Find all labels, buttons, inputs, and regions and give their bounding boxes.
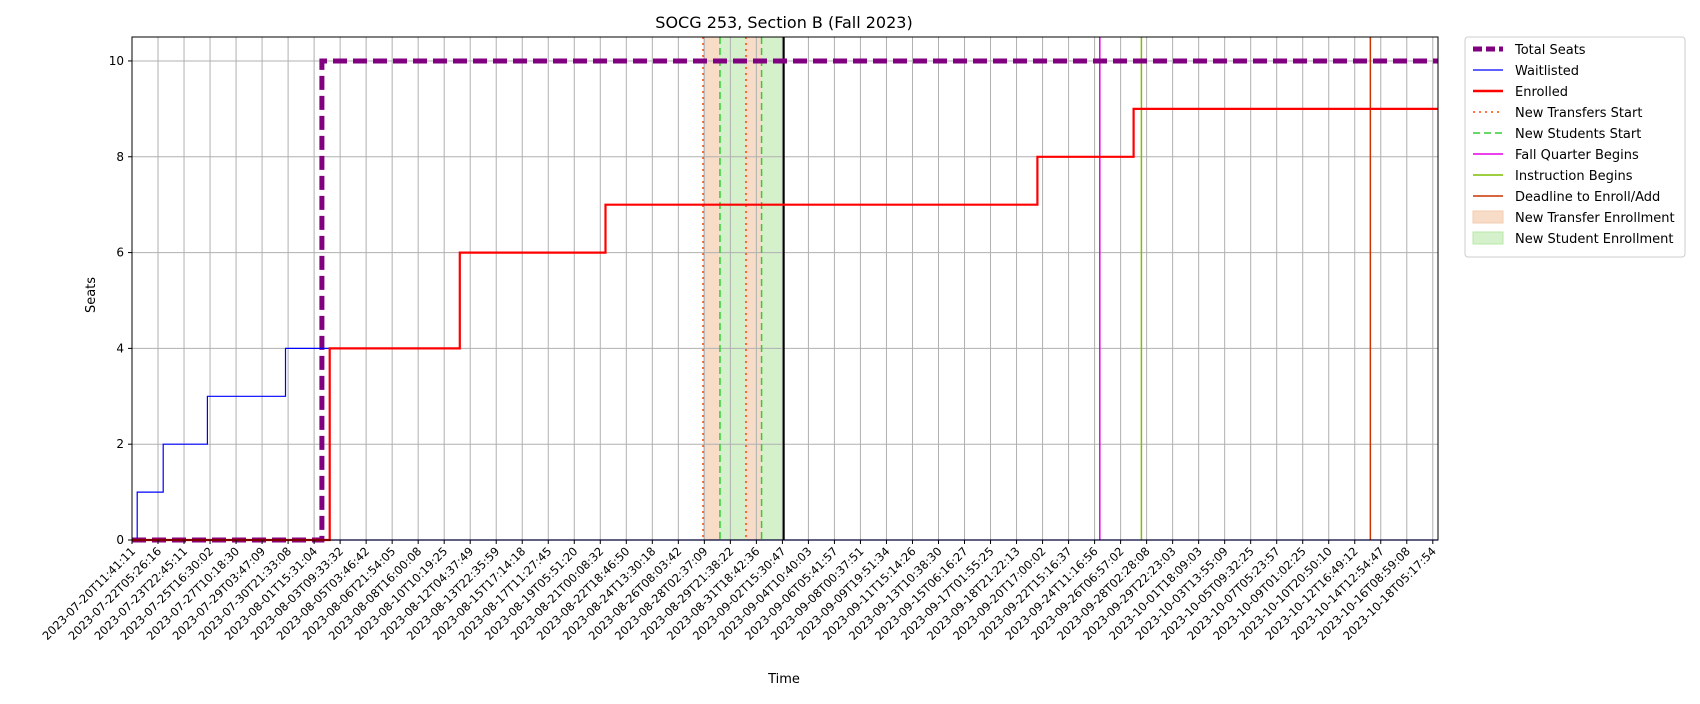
span-new-student-enrollment	[719, 37, 746, 540]
y-tick-label: 2	[116, 437, 124, 451]
legend-box	[1464, 36, 1686, 258]
y-tick-label: 8	[116, 150, 124, 164]
x-axis-label: Time	[767, 672, 800, 687]
legend-label: Fall Quarter Begins	[1515, 148, 1639, 163]
legend-label: Waitlisted	[1515, 64, 1579, 79]
series-layer	[132, 58, 1438, 543]
legend-label: New Transfer Enrollment	[1515, 211, 1675, 226]
legend: Total Seats Waitlisted Enrolled New Transfe…	[1464, 36, 1686, 258]
y-axis-label: Seats	[84, 277, 99, 313]
legend-label: New Student Enrollment	[1515, 232, 1673, 247]
marker-layer	[702, 37, 1372, 540]
legend-label: Enrolled	[1515, 85, 1568, 100]
chart-title: SOCG 253, Section B (Fall 2023)	[655, 13, 912, 32]
series-total-seats	[132, 58, 1438, 543]
span-new-student-enrollment	[761, 37, 784, 540]
y-tick-label: 6	[116, 246, 124, 260]
legend-swatch	[1472, 210, 1504, 224]
y-tick-label: 0	[116, 533, 124, 547]
spans-layer	[703, 37, 784, 540]
legend-label: Total Seats	[1514, 43, 1586, 58]
grid-layer	[131, 37, 1438, 541]
legend-label: Deadline to Enroll/Add	[1515, 190, 1660, 205]
series-enrolled	[132, 107, 1438, 542]
legend-swatch	[1472, 231, 1504, 245]
y-tick-label: 10	[109, 54, 124, 68]
legend-label: New Transfers Start	[1515, 106, 1642, 121]
span-new-transfer-enrollment	[703, 37, 720, 540]
y-tick-label: 4	[116, 341, 124, 355]
plot-frame	[131, 36, 1439, 541]
legend-label: New Students Start	[1515, 127, 1641, 142]
span-new-transfer-enrollment	[745, 37, 762, 540]
legend-label: Instruction Begins	[1515, 169, 1633, 184]
